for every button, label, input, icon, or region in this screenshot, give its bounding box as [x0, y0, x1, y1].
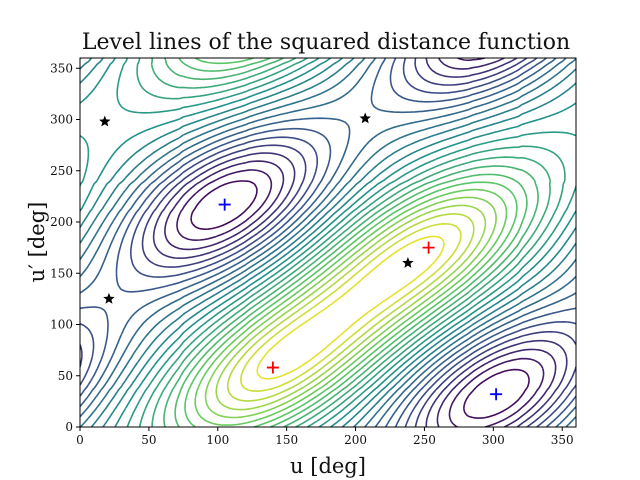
y-tick-label: 0	[65, 420, 73, 434]
y-tick-label: 300	[50, 113, 73, 127]
contour-level	[256, 235, 445, 380]
saddle-point-star	[103, 292, 115, 304]
contour-level	[194, 188, 508, 426]
x-tick-label: 250	[413, 433, 436, 447]
contour-level	[80, 58, 576, 427]
minimum-point-marker	[490, 388, 503, 401]
x-tick-label: 150	[275, 433, 298, 447]
minimum-point-marker	[218, 198, 231, 211]
contour-level	[136, 58, 566, 427]
contour-level	[80, 58, 576, 427]
chart-title: Level lines of the squared distance func…	[82, 30, 570, 55]
contour-level	[80, 58, 576, 427]
contour-level	[240, 223, 462, 392]
contour-level	[80, 58, 576, 427]
y-tick-label: 250	[50, 164, 73, 178]
y-tick-label: 350	[50, 61, 73, 75]
contour-level	[80, 58, 576, 427]
plot-frame	[79, 57, 577, 428]
y-tick-label: 200	[50, 215, 73, 229]
contour-level	[80, 58, 576, 427]
x-tick-label: 350	[551, 433, 574, 447]
contour-level	[174, 58, 528, 427]
x-tick-label: 50	[141, 433, 156, 447]
y-tick-label: 150	[50, 266, 73, 280]
x-axis-ticks: 0 50 100 150 200 250 300 350	[76, 427, 574, 447]
contour-level	[80, 58, 576, 427]
maximum-point-marker	[266, 361, 279, 374]
x-tick-label: 100	[206, 433, 229, 447]
contour-level	[80, 58, 576, 427]
contour-level	[190, 180, 530, 419]
contour-level	[80, 58, 576, 427]
contour-level	[215, 204, 487, 411]
contour-level	[152, 58, 568, 427]
y-axis-ticks: 0 50 100 150 200 250 300 350	[50, 61, 80, 434]
contour-level	[176, 58, 545, 427]
contour-level	[150, 58, 551, 427]
contour-level	[164, 58, 557, 427]
y-axis-label: u′ [deg]	[25, 202, 49, 283]
contour-lines	[80, 58, 576, 427]
critical-point-markers	[99, 112, 503, 401]
x-tick-label: 200	[344, 433, 367, 447]
contour-level	[226, 213, 475, 402]
maximum-point-marker	[422, 241, 435, 254]
contour-level	[204, 196, 497, 419]
saddle-point-star	[99, 115, 111, 127]
y-tick-label: 100	[50, 318, 73, 332]
y-tick-label: 50	[58, 369, 73, 383]
saddle-point-star	[359, 112, 371, 124]
x-tick-label: 300	[482, 433, 505, 447]
contour-level	[163, 58, 539, 427]
x-tick-label: 0	[76, 433, 84, 447]
contour-level	[184, 58, 518, 427]
saddle-point-star	[402, 257, 414, 268]
x-axis-label: u [deg]	[290, 454, 366, 478]
